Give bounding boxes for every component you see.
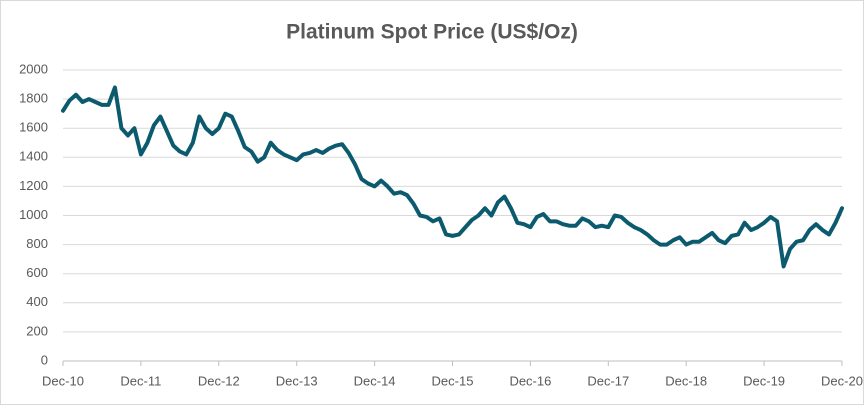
y-tick-label: 1400 xyxy=(19,149,48,164)
y-tick-label: 1000 xyxy=(19,207,48,222)
x-tick-label: Dec-18 xyxy=(665,373,707,388)
y-tick-label: 1600 xyxy=(19,120,48,135)
chart-title: Platinum Spot Price (US$/Oz) xyxy=(286,21,578,44)
y-tick-label: 0 xyxy=(41,352,48,367)
y-tick-label: 800 xyxy=(26,236,48,251)
x-tick-label: Dec-13 xyxy=(276,373,318,388)
y-tick-label: 1200 xyxy=(19,178,48,193)
x-tick-label: Dec-19 xyxy=(743,373,785,388)
x-tick-label: Dec-12 xyxy=(198,373,240,388)
price-line xyxy=(61,85,844,269)
x-tick-label: Dec-15 xyxy=(432,373,474,388)
y-tick-label: 400 xyxy=(26,294,48,309)
x-tick-label: Dec-16 xyxy=(509,373,551,388)
x-tick-label: Dec-10 xyxy=(42,373,84,388)
x-tick-label: Dec-17 xyxy=(587,373,629,388)
x-tick-label: Dec-20 xyxy=(821,373,863,388)
x-tick-label: Dec-11 xyxy=(120,373,161,388)
y-tick-label: 600 xyxy=(26,265,48,280)
y-tick-label: 2000 xyxy=(19,61,48,76)
x-tick-label: Dec-14 xyxy=(354,373,396,388)
y-tick-label: 200 xyxy=(26,323,48,338)
y-tick-label: 1800 xyxy=(19,91,48,106)
